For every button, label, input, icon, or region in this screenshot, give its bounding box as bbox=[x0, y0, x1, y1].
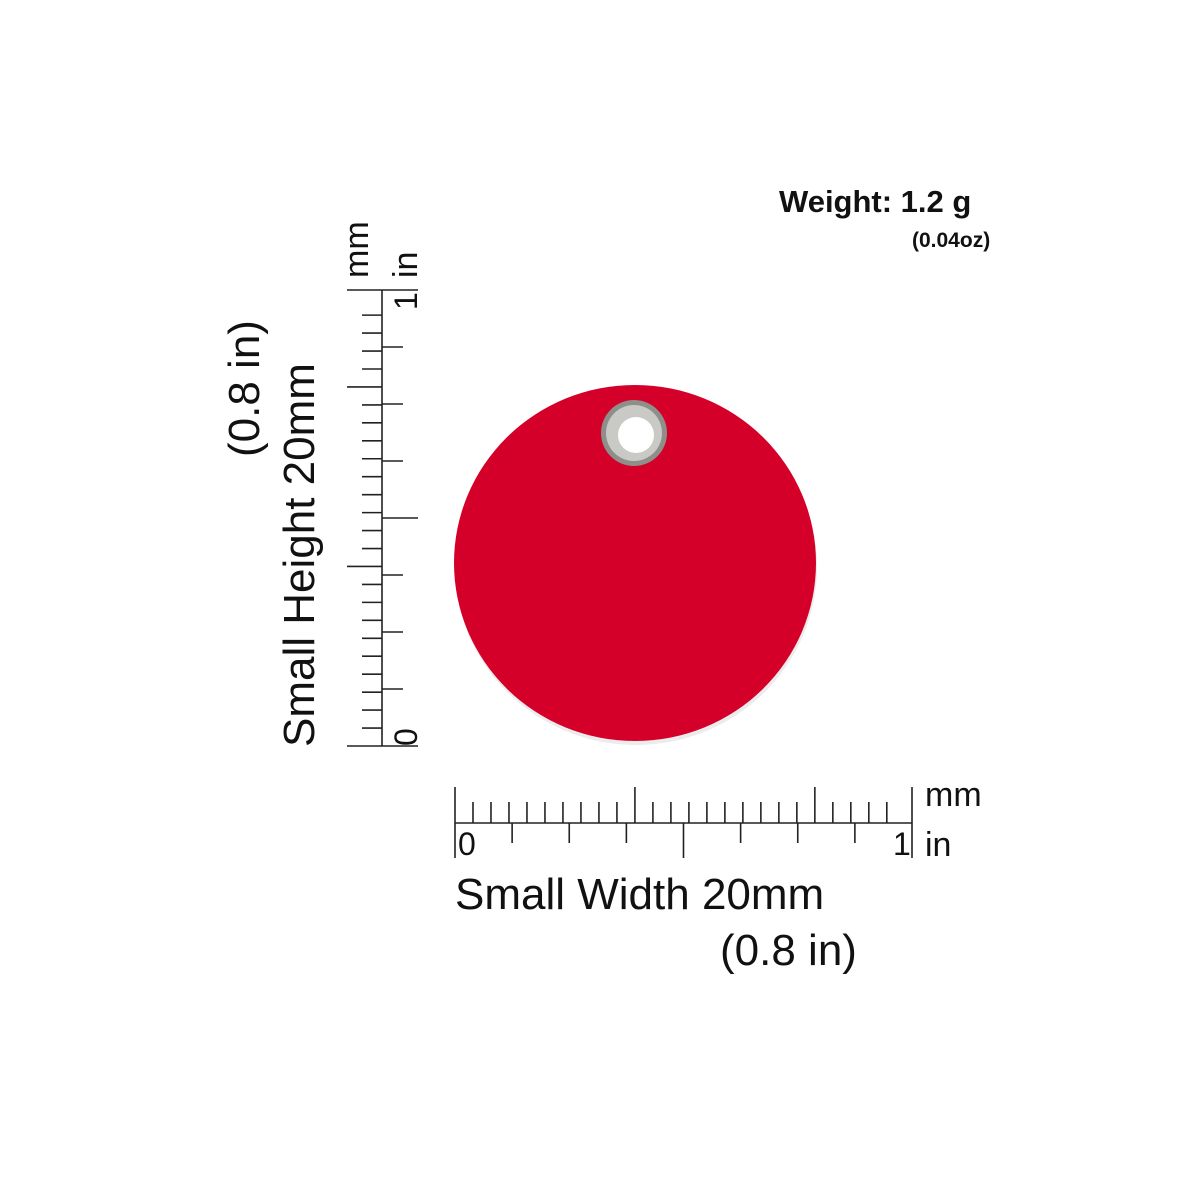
horizontal-mm-unit: mm bbox=[925, 776, 982, 814]
horizontal-zero: 0 bbox=[458, 826, 476, 862]
height-inches: (0.8 in) bbox=[220, 320, 269, 457]
vertical-zero: 0 bbox=[388, 728, 424, 746]
vertical-ruler bbox=[347, 289, 418, 747]
weight-label: Weight: 1.2 g bbox=[779, 184, 972, 219]
horizontal-in-unit: in bbox=[925, 826, 952, 864]
horizontal-ruler bbox=[454, 787, 913, 858]
weight-ounces: (0.04oz) bbox=[912, 229, 991, 252]
vertical-one-inch: 1 bbox=[388, 292, 424, 310]
width-inches: (0.8 in) bbox=[720, 926, 857, 975]
height-label: Small Height 20mm bbox=[275, 363, 324, 747]
red-round-tag bbox=[454, 385, 816, 741]
eyelet-hole bbox=[618, 417, 654, 453]
vertical-in-unit: in bbox=[387, 251, 425, 278]
width-label: Small Width 20mm bbox=[455, 870, 825, 919]
vertical-mm-unit: mm bbox=[338, 221, 376, 278]
horizontal-one-inch: 1 bbox=[893, 826, 911, 862]
pet-tag bbox=[454, 385, 817, 745]
